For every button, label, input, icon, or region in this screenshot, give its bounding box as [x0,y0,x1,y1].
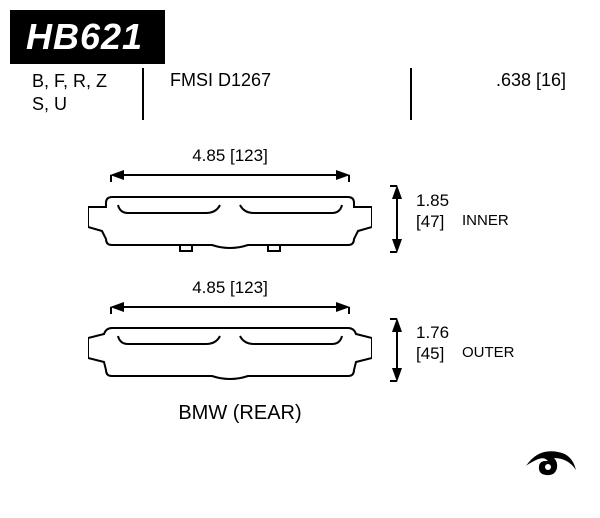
part-number-header: HB621 [10,10,165,64]
spec-row: B, F, R, Z S, U FMSI D1267 .638 [16] [20,70,566,130]
outer-height-arrow [390,318,404,382]
inner-height-value: 1.85 [416,190,449,211]
diagram-area: 4.85 [123] 1.85 [47] INNER 4.85 [123] [10,140,590,508]
inner-width-label: 4.85 [123] [160,146,300,166]
spec-compound-codes: B, F, R, Z S, U [32,70,152,115]
codes-line1: B, F, R, Z [32,70,152,93]
outer-height-mm: [45] [416,343,449,364]
inner-side-label: INNER [462,212,509,231]
inner-height-label: 1.85 [47] [416,190,449,233]
outer-height-label: 1.76 [45] [416,322,449,365]
inner-pad-shape [88,185,372,257]
outer-pad-shape [88,318,372,388]
application-label: BMW (REAR) [170,402,310,425]
hawk-logo-icon [524,444,578,486]
inner-height-arrow [390,185,404,253]
spec-fmsi: FMSI D1267 [170,70,271,91]
outer-width-label: 4.85 [123] [160,278,300,298]
inner-height-mm: [47] [416,211,449,232]
outer-width-arrow [110,300,350,314]
inner-width-arrow [110,168,350,182]
spec-thickness: .638 [16] [496,70,566,91]
outer-side-label: OUTER [462,344,515,363]
codes-line2: S, U [32,93,152,116]
outer-height-value: 1.76 [416,322,449,343]
